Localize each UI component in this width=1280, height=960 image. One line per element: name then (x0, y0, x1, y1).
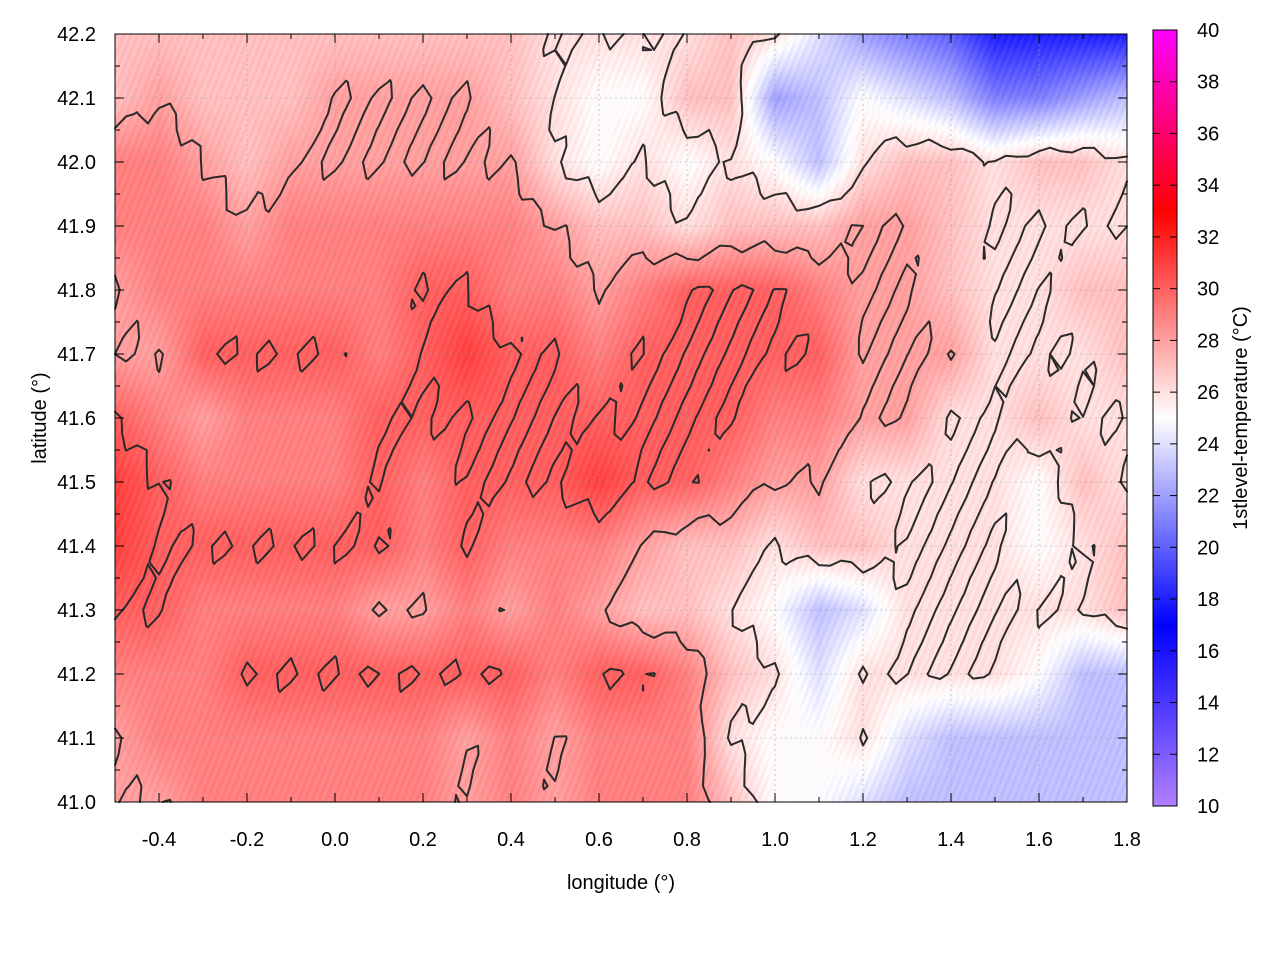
x-tick-label: 1.6 (1025, 829, 1053, 851)
colorbar-tick-label: 40 (1197, 20, 1219, 42)
contour-28 (114, 79, 956, 803)
colorbar-label: 1stlevel-temperature (°C) (1230, 306, 1252, 530)
colorbar-tick-label: 36 (1197, 123, 1219, 145)
y-tick-label: 41.2 (57, 664, 96, 686)
x-tick-label: 1.4 (937, 829, 965, 851)
colorbar-tick-label: 24 (1197, 434, 1219, 456)
y-tick-label: 42.2 (57, 24, 96, 46)
colorbar-tick-label: 10 (1197, 796, 1219, 818)
colorbar-tick-label: 20 (1197, 537, 1219, 559)
colorbar-tick-label: 12 (1197, 744, 1219, 766)
colorbar-tick-label: 14 (1197, 693, 1219, 715)
y-tick-label: 41.0 (57, 792, 96, 814)
contours (114, 33, 1128, 803)
y-axis-label: latitude (°) (29, 372, 51, 463)
x-tick-label: 1.0 (761, 829, 789, 851)
colorbar-border (1152, 29, 1178, 807)
y-tick-label: 41.6 (57, 408, 96, 430)
colorbar-tick-label: 22 (1197, 486, 1219, 508)
y-tick-labels: 41.0 41.1 41.2 41.3 41.4 41.5 41.6 41.7 41.8 41.9… (57, 24, 96, 814)
x-tick-label: 0.8 (673, 829, 701, 851)
colorbar-tick-label: 34 (1197, 175, 1219, 197)
colorbar-tick-label: 18 (1197, 589, 1219, 611)
y-tick-label: 41.5 (57, 472, 96, 494)
x-axis-label: longitude (°) (567, 872, 675, 894)
x-tick-label: 0.2 (409, 829, 437, 851)
x-tick-label: 0.0 (321, 829, 349, 851)
y-tick-label: 41.8 (57, 280, 96, 302)
colorbar-tick-label: 30 (1197, 279, 1219, 301)
x-tick-label: -0.2 (230, 829, 264, 851)
y-tick-label: 42.1 (57, 88, 96, 110)
y-tick-label: 41.7 (57, 344, 96, 366)
colorbar-tick-labels: 10 12 14 16 18 20 22 24 26 28 30 32 34 36 38 40 (1197, 20, 1219, 818)
x-tick-label: 0.4 (497, 829, 525, 851)
x-tick-labels: -0.4 -0.2 0.0 0.2 0.4 0.6 0.8 1.0 1.2 1.4 1.6 1.8 (142, 829, 1141, 851)
contour-30 (114, 271, 810, 693)
x-tick-label: 1.2 (849, 829, 877, 851)
grid-lines (115, 33, 1128, 803)
colorbar-tick-label: 38 (1197, 72, 1219, 94)
colorbar-tick-label: 28 (1197, 330, 1219, 352)
y-tick-label: 41.4 (57, 536, 96, 558)
y-tick-label: 41.9 (57, 216, 96, 238)
y-tick-label: 42.0 (57, 152, 96, 174)
ticks (114, 29, 1177, 807)
contour-26 (542, 33, 1128, 803)
colorbar-tick-label: 16 (1197, 641, 1219, 663)
x-tick-label: -0.4 (142, 829, 176, 851)
colorbar (1153, 30, 1177, 806)
y-tick-label: 41.3 (57, 600, 96, 622)
x-tick-label: 1.8 (1113, 829, 1141, 851)
colorbar-tick-label: 26 (1197, 382, 1219, 404)
x-tick-label: 0.6 (585, 829, 613, 851)
y-tick-label: 41.1 (57, 728, 96, 750)
colorbar-tick-label: 32 (1197, 227, 1219, 249)
